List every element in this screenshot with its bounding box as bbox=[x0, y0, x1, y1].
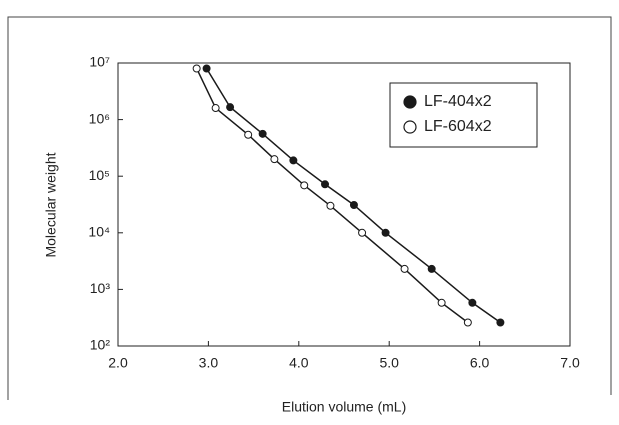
y-axis-label: Molecular weight bbox=[43, 152, 59, 257]
data-point bbox=[326, 201, 335, 210]
data-point bbox=[244, 130, 253, 139]
data-point bbox=[400, 264, 409, 273]
data-point bbox=[427, 264, 436, 273]
data-point bbox=[211, 104, 220, 113]
data-point bbox=[358, 228, 367, 237]
plot-area bbox=[117, 62, 571, 347]
legend bbox=[389, 82, 538, 148]
series-line bbox=[205, 68, 501, 324]
x-axis-label: Elution volume (mL) bbox=[282, 399, 407, 415]
frame bbox=[7, 16, 612, 400]
x-tick-label: 2.0 bbox=[108, 355, 128, 371]
data-point bbox=[258, 129, 267, 138]
data-point bbox=[496, 318, 505, 327]
y-tick-label: 10⁷ bbox=[89, 54, 110, 70]
data-point bbox=[226, 103, 235, 112]
y-tick-label: 10³ bbox=[90, 280, 111, 296]
y-tick-label: 10⁴ bbox=[88, 224, 110, 240]
data-point bbox=[437, 298, 446, 307]
y-tick-label: 10² bbox=[90, 337, 111, 353]
x-tick-label: 7.0 bbox=[560, 355, 580, 371]
data-point bbox=[381, 228, 390, 237]
data-point bbox=[349, 200, 358, 209]
y-tick-label: 10⁶ bbox=[89, 110, 110, 126]
x-tick-label: 3.0 bbox=[199, 355, 219, 371]
data-point bbox=[321, 180, 330, 189]
data-point bbox=[300, 181, 309, 190]
y-tick-label: 10⁵ bbox=[89, 167, 110, 183]
data-point bbox=[289, 156, 298, 165]
data-point bbox=[270, 155, 279, 164]
x-tick-label: 6.0 bbox=[470, 355, 490, 371]
x-tick-label: 5.0 bbox=[379, 355, 399, 371]
legend-marker bbox=[403, 95, 417, 109]
series-line bbox=[195, 68, 469, 324]
legend-label: LF-604x2 bbox=[424, 118, 492, 135]
legend-marker bbox=[403, 120, 417, 134]
data-point bbox=[463, 318, 472, 327]
data-point bbox=[202, 64, 211, 73]
data-point bbox=[468, 298, 477, 307]
data-point bbox=[192, 64, 201, 73]
legend-label: LF-404x2 bbox=[424, 93, 492, 110]
x-tick-label: 4.0 bbox=[289, 355, 309, 371]
